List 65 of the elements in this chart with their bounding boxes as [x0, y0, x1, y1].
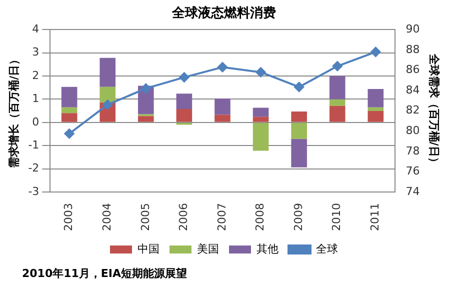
bar [176, 108, 192, 122]
bar [368, 107, 384, 112]
bar [291, 122, 307, 139]
y-axis-title: 需求增长（百万桶/日） [7, 54, 20, 168]
point [102, 100, 113, 110]
bar [61, 113, 78, 122]
point [370, 46, 381, 57]
legend-label: 美国 [197, 242, 219, 256]
y-tick-label: 4 [32, 22, 40, 36]
legend-label: 中国 [138, 242, 160, 256]
bar [291, 112, 307, 122]
y2-tick-label: 82 [406, 104, 420, 117]
point [294, 82, 304, 92]
y-tick-label: 1 [32, 92, 40, 106]
x-tick-label: 2005 [138, 203, 152, 232]
y2-tick-label: 74 [406, 184, 420, 198]
bar [138, 116, 154, 122]
bar [252, 108, 269, 117]
bar [329, 106, 346, 122]
bar [176, 94, 192, 109]
bar [291, 138, 307, 168]
bar [100, 86, 116, 103]
y2-tick-label: 84 [406, 83, 420, 96]
x-tick-label: 2011 [368, 203, 382, 232]
y2-tick-label: 78 [406, 144, 420, 158]
bar [61, 86, 78, 108]
point [217, 62, 228, 72]
text: 2010年11月，EIA短期能源展望 [22, 266, 188, 281]
y2-axis-title: 全球需求（百万桶/日） [428, 52, 441, 168]
point [64, 128, 74, 139]
point [140, 83, 151, 94]
point [256, 67, 266, 78]
bar [100, 58, 116, 87]
y2-tick-label: 86 [406, 63, 420, 76]
x-tick-label: 2008 [254, 203, 267, 232]
y-tick-label: 2 [32, 68, 40, 82]
x-tick-label: 2006 [177, 203, 190, 232]
y2-tick-label: 90 [406, 22, 420, 36]
y2-tick-label: 76 [406, 164, 420, 178]
x-tick-label: 2003 [62, 203, 76, 232]
x-tick-label: 2004 [100, 203, 114, 232]
bar [252, 116, 269, 122]
bar [329, 99, 346, 106]
x-tick-label: 2007 [215, 203, 228, 232]
x-tick-label: 2009 [292, 203, 305, 232]
bar [214, 98, 230, 115]
bar [368, 88, 384, 108]
y-tick-label: -1 [28, 138, 40, 152]
y-tick-label: 3 [32, 46, 40, 59]
y-tick-label: -3 [28, 184, 40, 198]
bar [368, 111, 384, 122]
chart-title: 全球液态燃料消费 [171, 5, 276, 22]
x-tick-label: 2010 [330, 203, 344, 232]
bar [252, 122, 269, 151]
legend-label: 其他 [256, 242, 278, 256]
y-tick-label: 0 [32, 115, 40, 128]
y-tick-label: -2 [28, 162, 40, 175]
y2-tick-label: 80 [406, 124, 420, 137]
y2-tick-label: 88 [406, 42, 420, 56]
bar [61, 107, 78, 114]
bar [329, 76, 346, 100]
bar [214, 114, 230, 122]
legend-label: 全球 [316, 242, 338, 256]
point [332, 61, 342, 72]
point [179, 72, 190, 82]
